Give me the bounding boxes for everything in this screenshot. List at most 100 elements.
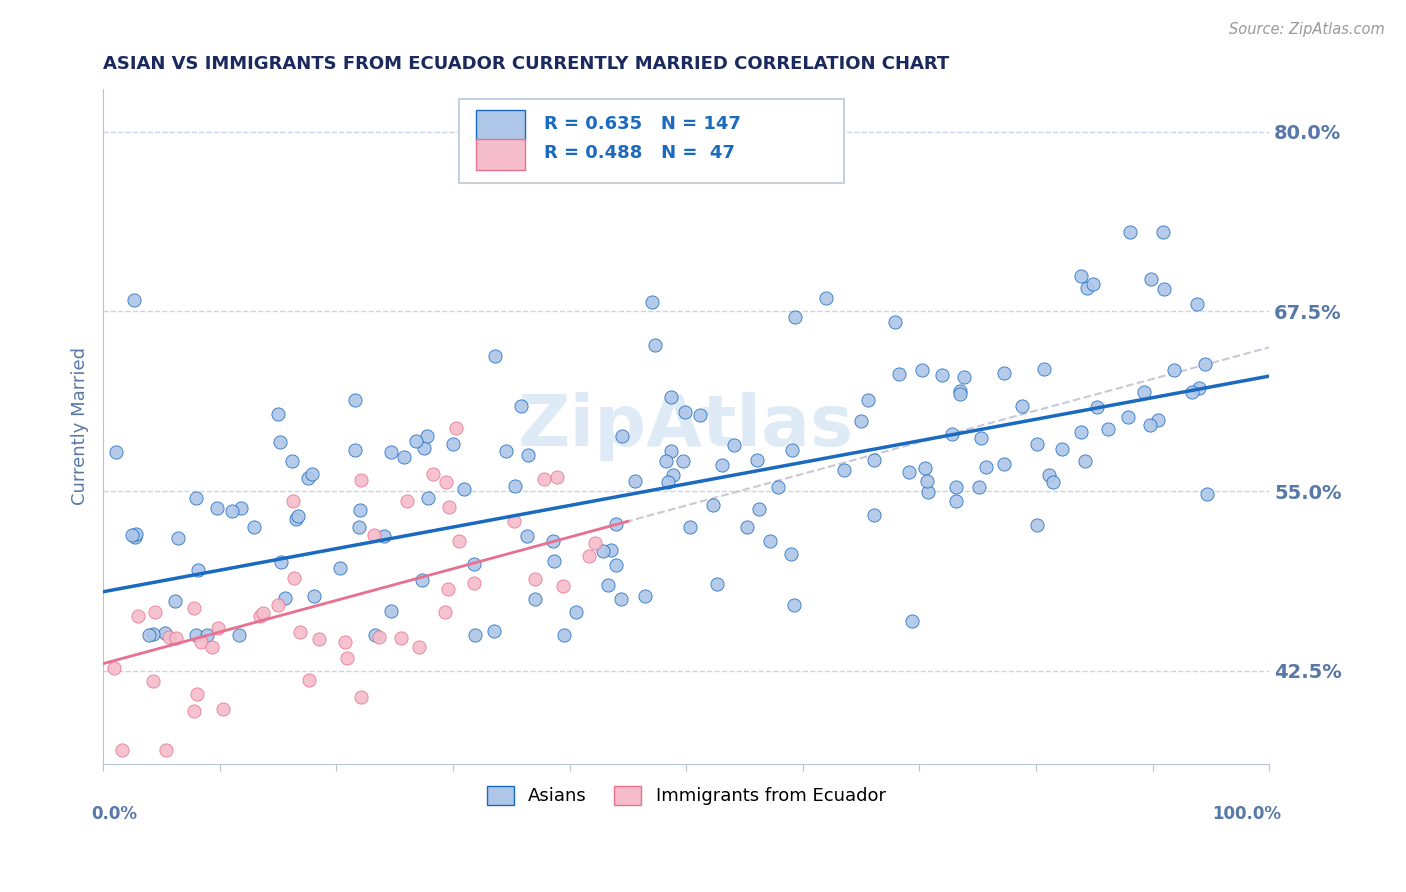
Point	[349, 503, 371, 517]
Point	[389, 631, 412, 645]
Point	[945, 493, 967, 508]
Point	[411, 573, 433, 587]
Point	[780, 442, 803, 457]
Point	[679, 519, 702, 533]
Point	[287, 508, 309, 523]
Point	[364, 628, 387, 642]
Point	[610, 592, 633, 607]
Point	[659, 444, 682, 458]
Point	[183, 705, 205, 719]
Point	[759, 533, 782, 548]
Point	[127, 609, 149, 624]
Text: 100.0%: 100.0%	[1212, 805, 1281, 822]
Point	[446, 420, 468, 434]
Point	[1050, 442, 1073, 456]
Point	[1042, 475, 1064, 489]
Point	[655, 454, 678, 468]
Point	[644, 338, 666, 352]
Point	[862, 453, 884, 467]
Text: R = 0.635   N = 147: R = 0.635 N = 147	[544, 115, 741, 133]
Point	[901, 614, 924, 628]
Point	[783, 598, 806, 612]
Point	[252, 606, 274, 620]
Point	[165, 632, 187, 646]
Point	[153, 626, 176, 640]
Point	[780, 547, 803, 561]
Point	[583, 536, 606, 550]
Point	[249, 609, 271, 624]
Point	[657, 475, 679, 490]
Point	[392, 450, 415, 464]
Point	[464, 628, 486, 642]
FancyBboxPatch shape	[458, 99, 844, 183]
Point	[141, 673, 163, 688]
Point	[297, 471, 319, 485]
Text: ZipAtlas: ZipAtlas	[519, 392, 855, 461]
Point	[592, 544, 614, 558]
Point	[157, 631, 180, 645]
Point	[422, 467, 444, 481]
Point	[1152, 225, 1174, 239]
Point	[766, 480, 789, 494]
Point	[439, 500, 461, 514]
Text: ASIAN VS IMMIGRANTS FROM ECUADOR CURRENTLY MARRIED CORRELATION CHART: ASIAN VS IMMIGRANTS FROM ECUADOR CURRENT…	[103, 55, 949, 73]
Point	[546, 470, 568, 484]
Point	[889, 368, 911, 382]
Point	[551, 579, 574, 593]
Point	[523, 591, 546, 606]
Point	[298, 673, 321, 688]
Point	[1194, 357, 1216, 371]
Point	[380, 444, 402, 458]
Point	[1163, 363, 1185, 377]
Point	[412, 441, 434, 455]
Point	[883, 315, 905, 329]
Point	[343, 392, 366, 407]
Point	[274, 591, 297, 605]
Point	[302, 590, 325, 604]
FancyBboxPatch shape	[477, 110, 526, 141]
Point	[1116, 409, 1139, 424]
Point	[814, 291, 837, 305]
Point	[1074, 454, 1097, 468]
Point	[143, 605, 166, 619]
Y-axis label: Currently Married: Currently Married	[72, 347, 89, 506]
Point	[184, 628, 207, 642]
Point	[517, 448, 540, 462]
Point	[1188, 381, 1211, 395]
Point	[949, 387, 972, 401]
Point	[993, 366, 1015, 380]
Point	[533, 472, 555, 486]
Point	[186, 687, 208, 701]
Point	[523, 573, 546, 587]
Point	[184, 491, 207, 505]
Point	[1147, 412, 1170, 426]
Point	[596, 578, 619, 592]
Point	[1083, 277, 1105, 291]
Point	[405, 434, 427, 448]
Point	[541, 534, 564, 549]
Point	[1085, 400, 1108, 414]
Text: 0.0%: 0.0%	[91, 805, 138, 822]
Point	[689, 408, 711, 422]
Point	[915, 475, 938, 489]
Point	[138, 628, 160, 642]
Point	[1180, 384, 1202, 399]
Point	[103, 661, 125, 675]
Point	[671, 454, 693, 468]
Point	[702, 498, 724, 512]
Point	[1197, 486, 1219, 500]
Point	[945, 480, 967, 494]
Point	[1070, 269, 1092, 284]
Point	[599, 543, 621, 558]
Point	[437, 582, 460, 597]
Point	[578, 549, 600, 563]
Point	[503, 514, 526, 528]
Point	[416, 429, 439, 443]
Point	[336, 650, 359, 665]
Point	[141, 626, 163, 640]
Point	[228, 628, 250, 642]
Point	[281, 494, 304, 508]
Point	[343, 442, 366, 457]
Point	[207, 621, 229, 635]
Point	[723, 438, 745, 452]
